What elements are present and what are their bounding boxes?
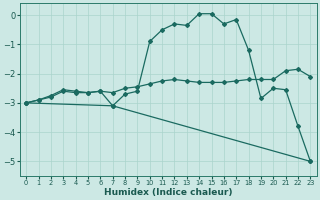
X-axis label: Humidex (Indice chaleur): Humidex (Indice chaleur) bbox=[104, 188, 233, 197]
